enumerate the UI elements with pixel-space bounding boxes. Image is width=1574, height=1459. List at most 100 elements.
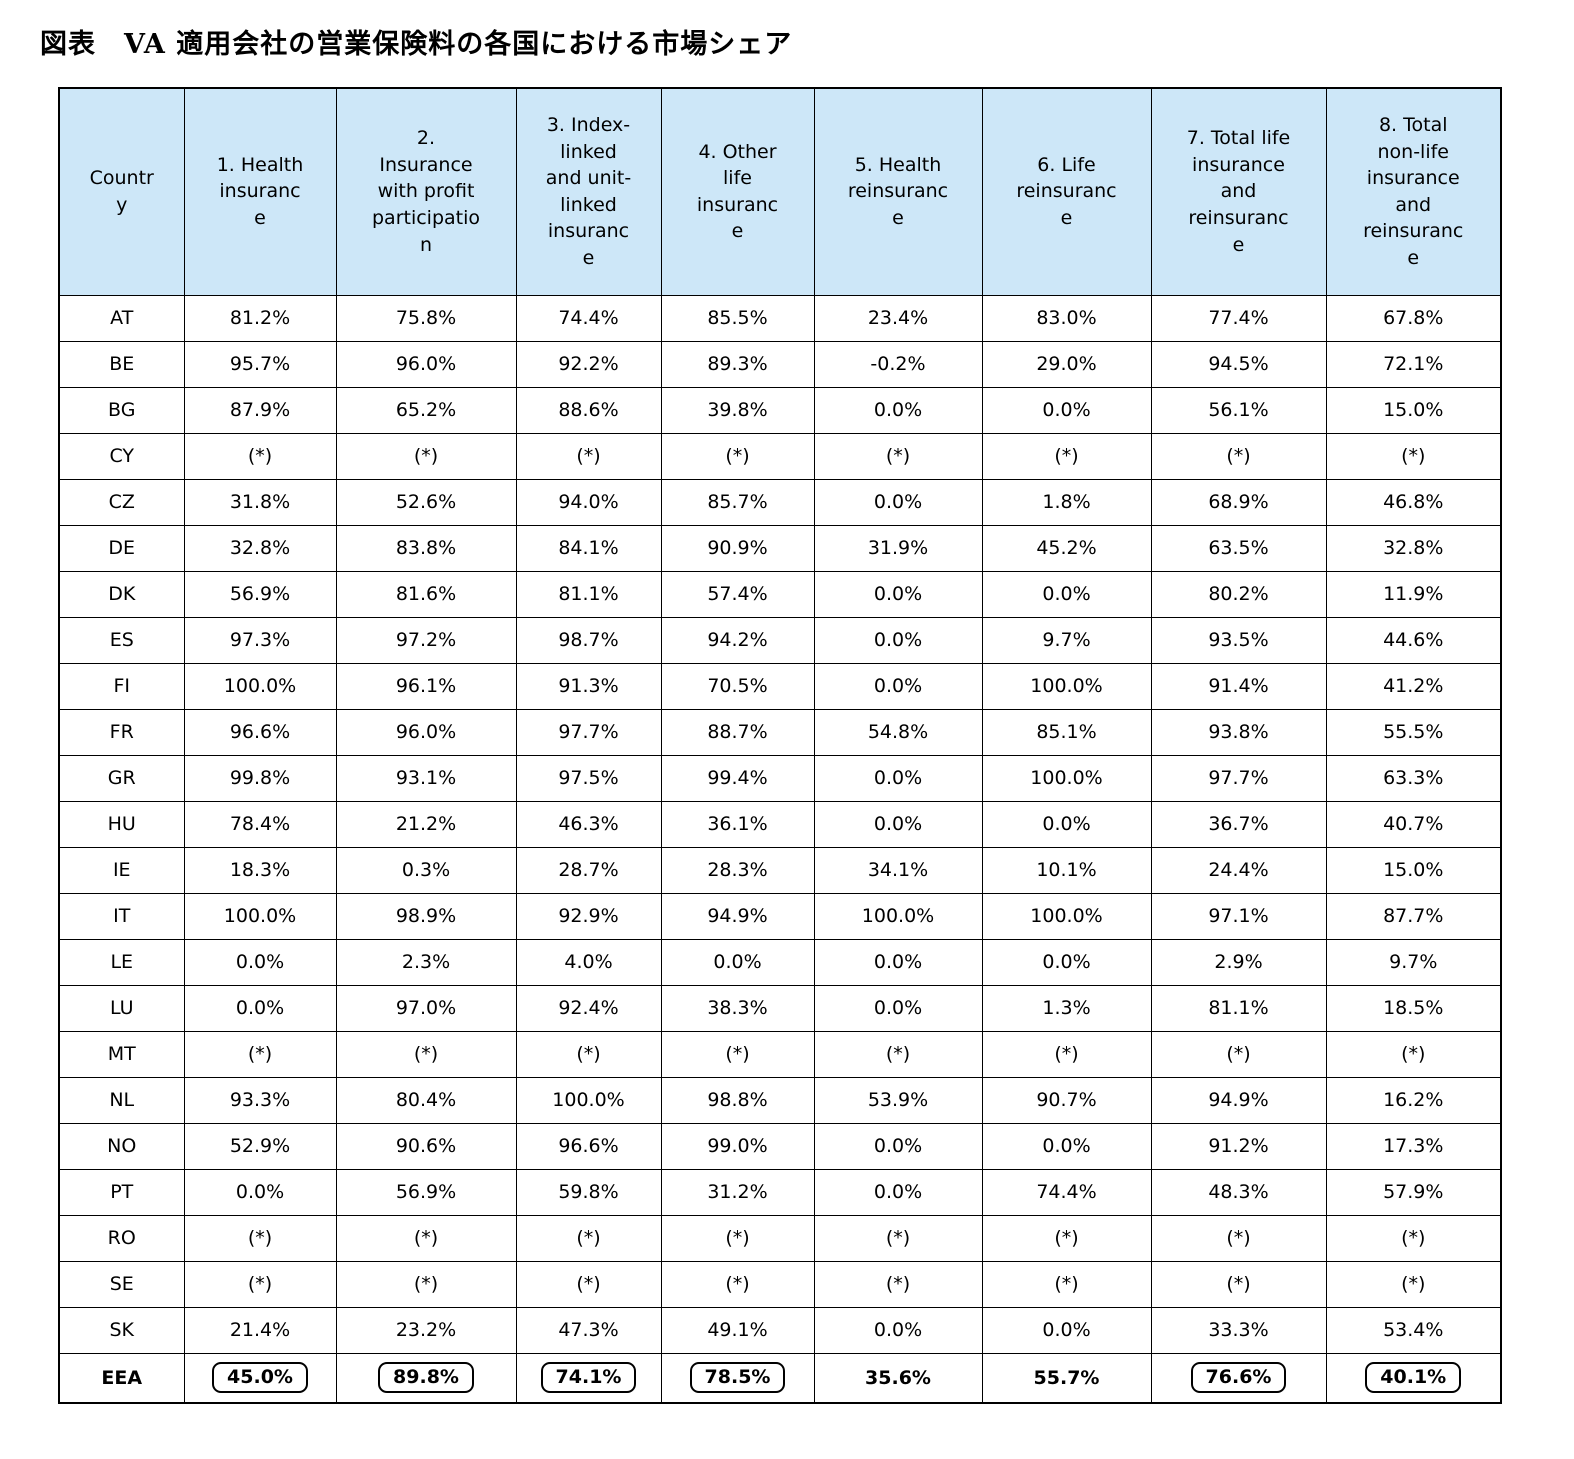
value-cell: 80.2% [1150,570,1327,618]
table-row: BG 87.9% 65.2% 88.6% 39.8% 0.0% 0.0% 56.1% 15.0% [58,386,1502,434]
value-cell: 68.9% [1150,478,1327,526]
page-title: 図表 VA 適用会社の営業保険料の各国における市場シェア [40,29,793,60]
value-cell: 0.0% [813,938,983,986]
country-cell: NO [58,1122,185,1170]
value-cell: 87.7% [1325,892,1502,940]
table-row: IT 100.0% 98.9% 92.9% 94.9% 100.0% 100.0% 97.1%… [58,892,1502,940]
value-cell: -0.2% [813,340,983,388]
value-cell: 29.0% [981,340,1152,388]
country-cell: LU [58,984,185,1032]
value-cell: 18.3% [183,846,337,894]
country-cell: FR [58,708,185,756]
value-cell: 9.7% [981,616,1152,664]
country-cell: AT [58,294,185,342]
value-cell: 98.9% [335,892,517,940]
value-cell: 74.4% [515,294,662,342]
value-cell: (*) [1325,1214,1502,1262]
value-cell: 97.3% [183,616,337,664]
value-cell: 77.4% [1150,294,1327,342]
value-cell: 0.0% [813,478,983,526]
value-cell: 52.6% [335,478,517,526]
market-share-table: Countr y 1. Health insuranc e 2. Insurance… [58,87,1502,1404]
table-row: CY (*) (*) (*) (*) (*) (*) (*) (*) [58,432,1502,480]
value-cell: 81.1% [515,570,662,618]
eea-value-cell: 89.8% [335,1352,517,1404]
value-cell: 56.9% [335,1168,517,1216]
value-cell: (*) [335,1214,517,1262]
value-cell: 0.0% [813,616,983,664]
value-cell: (*) [660,432,815,480]
value-cell: (*) [1150,1214,1327,1262]
value-cell: 56.9% [183,570,337,618]
value-cell: 15.0% [1325,846,1502,894]
table-header-row: Countr y 1. Health insuranc e 2. Insurance… [58,87,1502,296]
value-cell: 75.8% [335,294,517,342]
value-cell: 11.9% [1325,570,1502,618]
value-cell: 90.6% [335,1122,517,1170]
boxed-value: 78.5% [689,1362,786,1394]
header-col-6: 6. Life reinsuranc e [981,87,1152,296]
value-cell: 70.5% [660,662,815,710]
value-cell: 15.0% [1325,386,1502,434]
table-row: LE 0.0% 2.3% 4.0% 0.0% 0.0% 0.0% 2.9% 9.7% [58,938,1502,986]
value-cell: 100.0% [981,892,1152,940]
value-cell: 87.9% [183,386,337,434]
value-cell: 21.4% [183,1306,337,1354]
value-cell: 57.4% [660,570,815,618]
eea-value-cell: 55.7% [981,1352,1152,1404]
value-cell: 0.0% [813,1306,983,1354]
header-col-5: 5. Health reinsuranc e [813,87,983,296]
value-cell: (*) [335,432,517,480]
value-cell: 53.9% [813,1076,983,1124]
table-row: FR 96.6% 96.0% 97.7% 88.7% 54.8% 85.1% 93.8% 55.… [58,708,1502,756]
value-cell: 31.8% [183,478,337,526]
value-cell: 72.1% [1325,340,1502,388]
value-cell: 65.2% [335,386,517,434]
value-cell: 89.3% [660,340,815,388]
value-cell: 85.5% [660,294,815,342]
value-cell: 91.4% [1150,662,1327,710]
value-cell: 0.0% [660,938,815,986]
table-row: CZ 31.8% 52.6% 94.0% 85.7% 0.0% 1.8% 68.9% 46.8% [58,478,1502,526]
value-cell: (*) [1325,1260,1502,1308]
country-cell: SE [58,1260,185,1308]
eea-value-cell: 40.1% [1325,1352,1502,1404]
value-cell: 36.7% [1150,800,1327,848]
value-cell: 83.8% [335,524,517,572]
value-cell: 32.8% [183,524,337,572]
country-cell: ES [58,616,185,664]
value-cell: 0.0% [981,1122,1152,1170]
value-cell: 99.4% [660,754,815,802]
value-cell: 78.4% [183,800,337,848]
value-cell: 0.0% [813,1168,983,1216]
value-cell: 0.0% [813,570,983,618]
value-cell: 0.0% [813,984,983,1032]
table-row: LU 0.0% 97.0% 92.4% 38.3% 0.0% 1.3% 81.1% 18.5% [58,984,1502,1032]
country-cell: RO [58,1214,185,1262]
table-row: MT (*) (*) (*) (*) (*) (*) (*) (*) [58,1030,1502,1078]
value-cell: 0.0% [183,938,337,986]
value-cell: (*) [981,432,1152,480]
table-row: PT 0.0% 56.9% 59.8% 31.2% 0.0% 74.4% 48.3% 57.9% [58,1168,1502,1216]
value-cell: (*) [1150,1260,1327,1308]
value-cell: 0.0% [981,800,1152,848]
value-cell: 94.2% [660,616,815,664]
value-cell: 0.0% [813,662,983,710]
value-cell: 56.1% [1150,386,1327,434]
value-cell: (*) [515,1214,662,1262]
value-cell: 16.2% [1325,1076,1502,1124]
value-cell: (*) [813,1214,983,1262]
value-cell: 97.7% [515,708,662,756]
value-cell: 10.1% [981,846,1152,894]
value-cell: 81.1% [1150,984,1327,1032]
boxed-value: 40.1% [1365,1362,1462,1394]
country-cell: BG [58,386,185,434]
value-cell: 97.2% [335,616,517,664]
value-cell: (*) [1150,432,1327,480]
value-cell: (*) [183,1260,337,1308]
value-cell: 93.1% [335,754,517,802]
value-cell: 92.4% [515,984,662,1032]
value-cell: 97.1% [1150,892,1327,940]
value-cell: 0.0% [813,386,983,434]
